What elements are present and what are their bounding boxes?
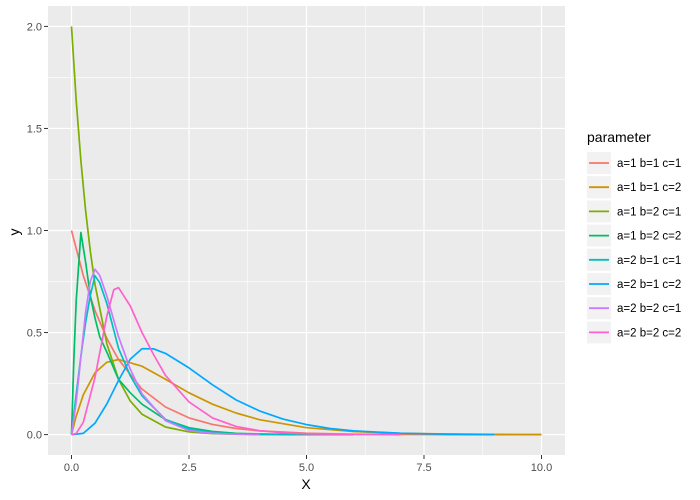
legend-label: a=1 b=1 c=2 — [617, 182, 681, 194]
y-tick-label: 1.5 — [27, 123, 42, 135]
y-tick-label: 1.0 — [27, 226, 42, 238]
legend-label: a=2 b=1 c=1 — [617, 255, 681, 267]
legend-items: a=1 b=1 c=1 a=1 b=1 c=2 a=1 b=2 c=1 a=1 b=2… — [587, 152, 681, 344]
legend-label: a=1 b=2 c=2 — [617, 231, 681, 243]
legend-label: a=1 b=2 c=1 — [617, 206, 681, 218]
legend: parameter a=1 b=1 c=1 a=1 b=1 c=2 a=1 b=2 … — [587, 129, 681, 344]
legend-label: a=2 b=2 c=1 — [617, 303, 681, 315]
x-tick-label: 0.0 — [64, 462, 79, 474]
legend-title: parameter — [587, 129, 651, 145]
y-tick-label: 0.5 — [27, 328, 42, 340]
series-line — [71, 347, 495, 436]
y-axis-title: y — [6, 229, 22, 236]
y-tick-label: 2.0 — [27, 21, 42, 33]
series-line — [70, 268, 260, 436]
x-axis-title: X — [301, 476, 311, 492]
x-tick-label: 7.5 — [416, 462, 431, 474]
y-tick-label: 0.0 — [27, 430, 42, 442]
series-line — [71, 286, 401, 436]
y-axis-ticks: 0.0 0.5 1.0 1.5 2.0 — [27, 21, 48, 442]
x-tick-label: 5.0 — [299, 462, 314, 474]
legend-label: a=2 b=2 c=2 — [617, 327, 681, 339]
x-tick-label: 10.0 — [531, 462, 552, 474]
legend-label: a=2 b=1 c=2 — [617, 279, 681, 291]
series-line — [70, 231, 307, 436]
legend-label: a=1 b=1 c=1 — [617, 158, 681, 170]
x-tick-label: 2.5 — [181, 462, 196, 474]
series-lines — [70, 26, 542, 436]
x-axis-ticks: 0.0 2.5 5.0 7.5 10.0 — [64, 455, 552, 474]
series-line — [70, 230, 542, 436]
